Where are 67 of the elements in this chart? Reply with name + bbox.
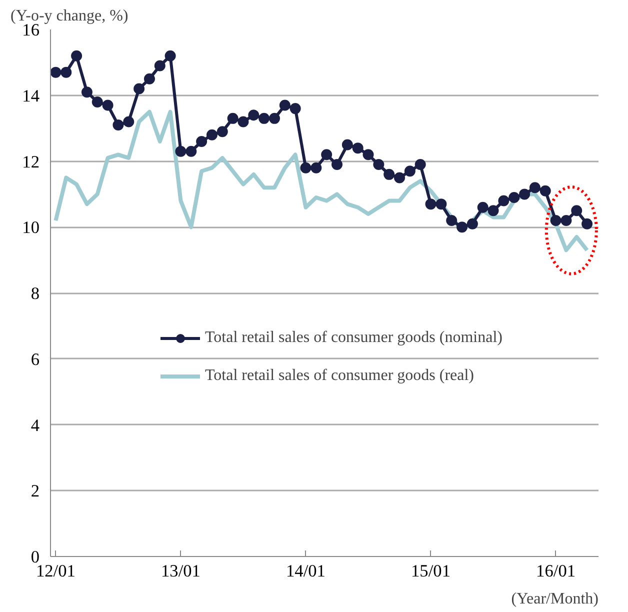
y-tick-label: 12 (22, 152, 40, 172)
point (123, 116, 134, 128)
point (394, 172, 406, 184)
point (258, 112, 270, 124)
point (60, 66, 72, 78)
point (268, 112, 280, 124)
point (342, 139, 353, 150)
point (279, 100, 290, 111)
point (373, 159, 384, 170)
point (154, 60, 166, 72)
point (175, 146, 186, 157)
x-tick-label: 16/01 (536, 562, 576, 580)
legend-label: Total retail sales of consumer goods (nominal) (205, 329, 502, 347)
point (144, 73, 155, 84)
legend-label: Total retail sales of consumer goods (real) (205, 367, 474, 385)
point (134, 83, 145, 94)
point (571, 205, 582, 216)
point (436, 198, 447, 210)
x-axis-title: (Year/Month) (511, 590, 599, 608)
point (508, 192, 520, 203)
y-tick-label: 4 (30, 416, 40, 435)
point (425, 198, 436, 210)
point (456, 222, 468, 233)
point (466, 218, 478, 230)
x-tick-label: 13/01 (160, 562, 200, 580)
point (238, 116, 249, 128)
point (310, 162, 322, 174)
point (81, 86, 92, 98)
point (164, 50, 176, 62)
point (227, 112, 238, 124)
line-series (54, 110, 590, 252)
point (477, 202, 488, 213)
point (300, 162, 312, 174)
point (550, 215, 562, 226)
point (582, 218, 593, 230)
point (560, 215, 572, 226)
point (71, 50, 82, 62)
point (321, 149, 332, 160)
point (384, 168, 395, 180)
y-tick-label: 2 (30, 482, 40, 501)
point (498, 195, 510, 206)
point (540, 185, 551, 196)
point (332, 159, 342, 170)
point (196, 136, 208, 147)
point (102, 100, 114, 111)
point (290, 103, 301, 114)
point (404, 166, 416, 177)
y-tick-label: 10 (22, 218, 40, 238)
point (216, 126, 228, 138)
point (248, 110, 260, 121)
x-tick-label: 15/01 (411, 562, 451, 580)
y-tick-label: 6 (30, 350, 40, 369)
point (488, 205, 499, 216)
point (112, 120, 124, 131)
point (352, 142, 364, 154)
point (362, 149, 374, 160)
point (519, 188, 530, 200)
point (414, 159, 426, 170)
point (50, 66, 62, 78)
point (206, 129, 218, 140)
x-tick-label: 14/01 (286, 562, 326, 580)
point (529, 182, 540, 194)
point (92, 96, 103, 108)
point (446, 215, 458, 226)
y-tick-label: 8 (30, 284, 40, 303)
y-tick-label: 14 (22, 86, 40, 106)
point (186, 146, 197, 157)
